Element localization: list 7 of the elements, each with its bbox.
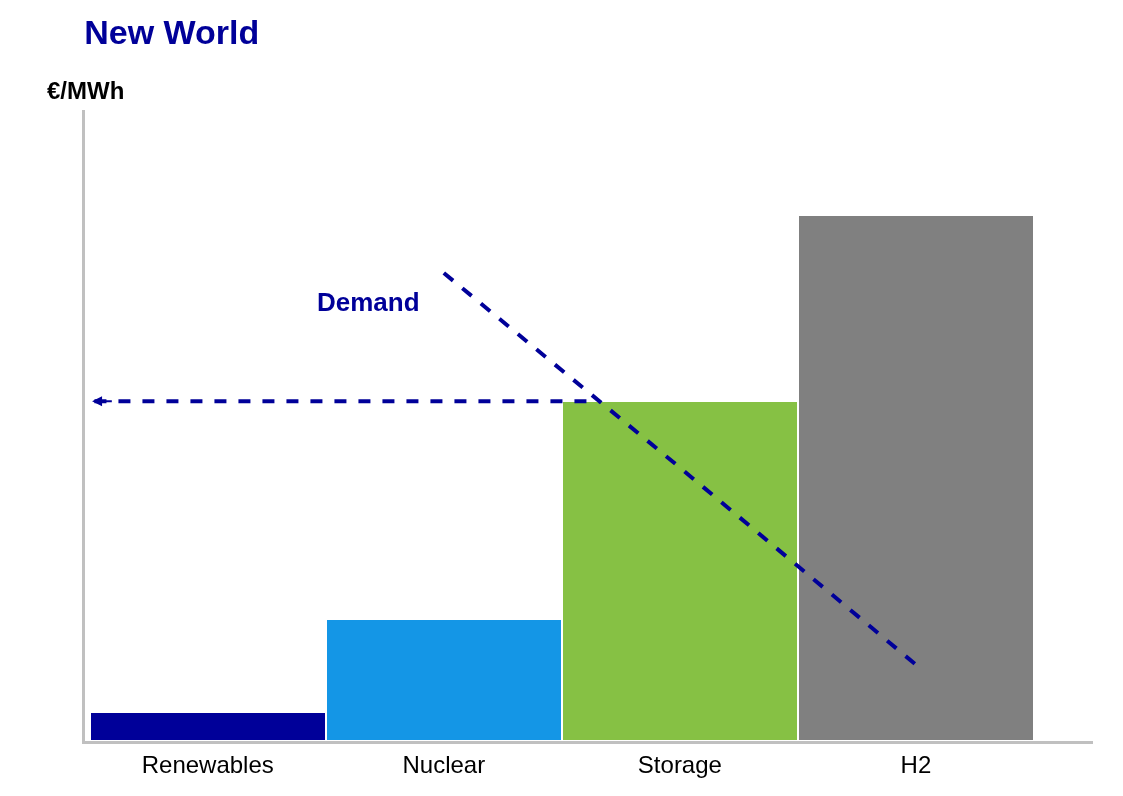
series-label: Demand: [317, 287, 420, 317]
x-tick-label: H2: [900, 750, 932, 778]
x-tick-label: Nuclear: [402, 750, 486, 778]
x-tick-label: Renewables: [141, 750, 274, 778]
chart-title: New World: [84, 12, 260, 51]
x-tick-label: Storage: [637, 750, 722, 778]
y-axis-title: €/MWh: [47, 77, 125, 104]
